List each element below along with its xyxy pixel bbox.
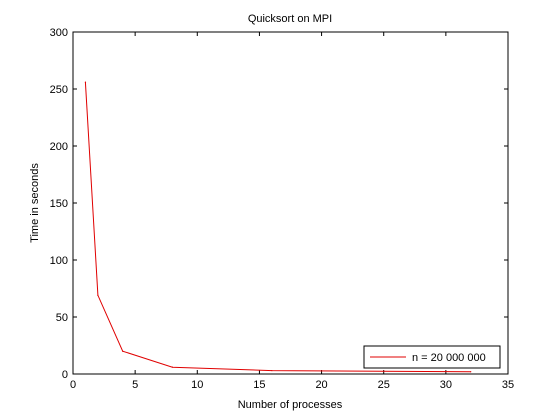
y-tick-label: 300 — [50, 27, 68, 39]
x-tick-label: 20 — [315, 379, 327, 391]
y-ticks: 0 50 100 150 200 250 300 — [50, 27, 508, 381]
data-point — [84, 81, 87, 83]
y-tick-label: 0 — [62, 369, 68, 381]
y-tick-label: 150 — [50, 198, 68, 210]
x-tick-label: 0 — [70, 379, 76, 391]
data-point — [97, 294, 99, 296]
chart-title: Quicksort on MPI — [248, 13, 332, 25]
x-ticks: 0 5 10 15 20 25 30 35 — [70, 32, 514, 391]
legend-entry: n = 20 000 000 — [412, 352, 486, 364]
y-tick-label: 200 — [50, 141, 68, 153]
x-axis-label: Number of processes — [238, 399, 343, 411]
y-tick-label: 250 — [50, 84, 68, 96]
plot-area — [72, 31, 509, 375]
x-tick-label: 35 — [502, 379, 514, 391]
series-line-0 — [84, 82, 471, 373]
x-tick-label: 15 — [253, 379, 265, 391]
data-point — [271, 369, 273, 372]
y-tick-label: 50 — [56, 312, 68, 324]
legend: n = 20 000 000 — [363, 345, 501, 369]
x-tick-label: 10 — [191, 379, 203, 391]
y-axis-label: Time in seconds — [29, 163, 41, 243]
legend-box — [363, 345, 501, 369]
x-tick-label: 30 — [440, 379, 452, 391]
x-tick-label: 5 — [132, 379, 138, 391]
data-point — [122, 350, 124, 352]
data-point — [470, 371, 472, 373]
series-layer — [84, 81, 472, 373]
x-tick-label: 25 — [378, 379, 390, 391]
y-tick-label: 100 — [50, 255, 68, 267]
data-point — [171, 366, 174, 368]
